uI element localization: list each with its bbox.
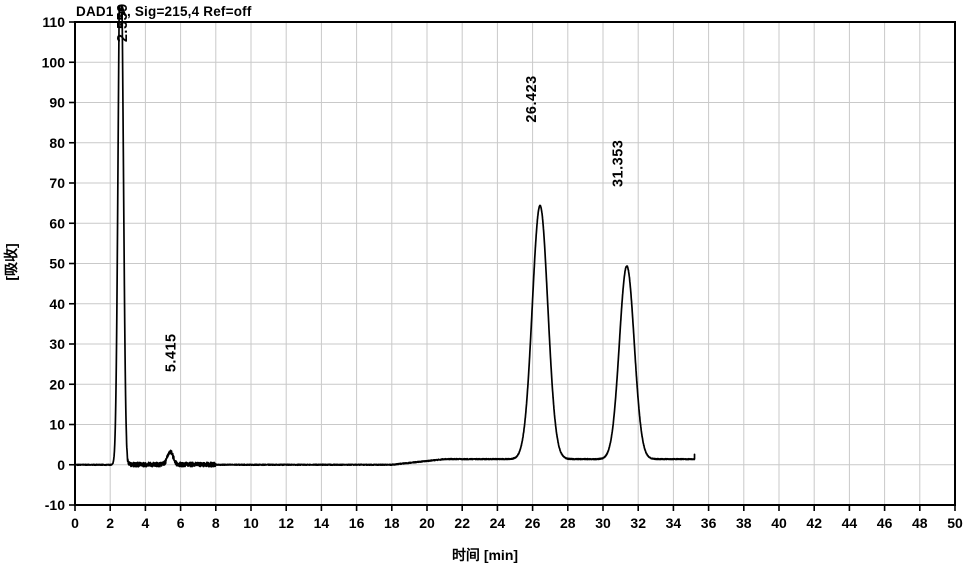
x-tick-label: 16	[349, 515, 365, 531]
x-axis-title: 时间 [min]	[452, 547, 518, 563]
peak-retention-time-label: 26.423	[524, 75, 540, 122]
x-tick-label: 4	[142, 515, 150, 531]
y-axis-title: [吸收]	[3, 243, 19, 280]
x-tick-label: 24	[490, 515, 506, 531]
x-tick-label: 48	[912, 515, 928, 531]
y-tick-label: 30	[49, 336, 65, 352]
gridlines	[75, 22, 955, 505]
x-tick-label: 20	[419, 515, 435, 531]
x-tick-label: 8	[212, 515, 220, 531]
x-tick-label: 6	[177, 515, 185, 531]
y-tick-label: 100	[42, 54, 66, 70]
x-tick-label: 42	[806, 515, 822, 531]
chart-title: DAD1 A, Sig=215,4 Ref=off	[76, 4, 252, 19]
x-tick-label: 38	[736, 515, 752, 531]
x-tick-label: 30	[595, 515, 611, 531]
x-tick-label: 2	[106, 515, 114, 531]
y-tick-label: -10	[45, 497, 65, 513]
y-tick-label: 50	[49, 256, 65, 272]
y-tick-label: 110	[42, 14, 65, 30]
peak-retention-time-label: 5.415	[163, 333, 179, 372]
x-tick-label: 22	[454, 515, 470, 531]
x-tick-label: 50	[947, 515, 963, 531]
x-tick-label: 46	[877, 515, 893, 531]
peak-retention-time-label: 31.353	[610, 140, 626, 187]
x-axis-ticks: 0 2 4 6 8 10 12 14 16 18 20 22 24 26 28 30 32 34 36 38 40 42 4…	[71, 505, 963, 531]
x-tick-label: 0	[71, 515, 79, 531]
x-tick-label: 44	[842, 515, 858, 531]
x-tick-label: 32	[630, 515, 646, 531]
x-tick-label: 40	[771, 515, 787, 531]
y-tick-label: 0	[57, 457, 65, 473]
y-tick-label: 40	[49, 296, 65, 312]
y-tick-label: 80	[49, 135, 65, 151]
x-tick-label: 34	[666, 515, 682, 531]
x-tick-label: 12	[278, 515, 294, 531]
signal-trace	[74, 5, 696, 468]
x-tick-label: 18	[384, 515, 400, 531]
x-tick-label: 10	[243, 515, 259, 531]
y-tick-label: 20	[49, 376, 65, 392]
y-tick-label: 10	[49, 417, 65, 433]
y-tick-label: 70	[49, 175, 65, 191]
x-tick-label: 14	[314, 515, 330, 531]
y-tick-label: 90	[49, 95, 65, 111]
y-tick-label: 60	[49, 215, 65, 231]
peak-labels: 2.559 5.415 26.423 31.353	[115, 3, 626, 372]
x-tick-label: 36	[701, 515, 717, 531]
plot-frame	[74, 21, 956, 506]
peak-retention-time-label: 2.559	[115, 3, 131, 42]
x-tick-label: 26	[525, 515, 541, 531]
x-tick-label: 28	[560, 515, 576, 531]
